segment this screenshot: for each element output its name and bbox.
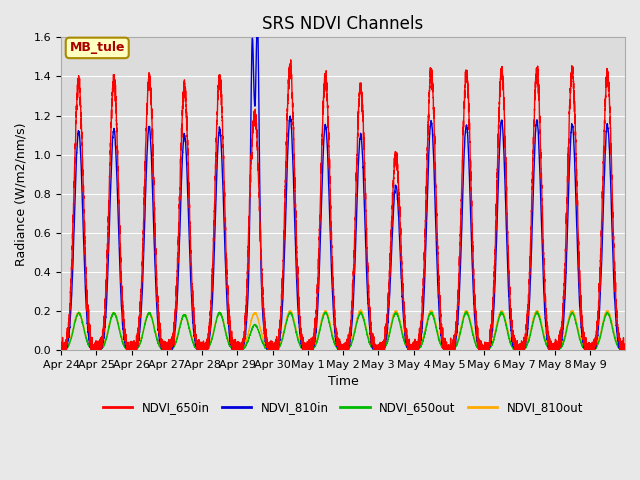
NDVI_650in xyxy=(287,57,294,63)
NDVI_650out xyxy=(86,344,93,349)
Text: MB_tule: MB_tule xyxy=(70,41,125,54)
NDVI_810in xyxy=(57,348,65,353)
Line: NDVI_650in: NDVI_650in xyxy=(61,60,625,350)
NDVI_810out xyxy=(86,342,93,348)
NDVI_650in xyxy=(57,348,65,353)
Line: NDVI_810out: NDVI_810out xyxy=(61,310,625,350)
Title: SRS NDVI Channels: SRS NDVI Channels xyxy=(262,15,424,33)
NDVI_650in xyxy=(415,336,423,342)
Line: NDVI_650out: NDVI_650out xyxy=(61,312,625,350)
NDVI_810in xyxy=(253,16,261,22)
NDVI_810out xyxy=(506,334,513,340)
NDVI_650out xyxy=(58,348,65,353)
NDVI_650out xyxy=(391,311,399,317)
NDVI_810in xyxy=(262,338,269,344)
NDVI_810out xyxy=(262,343,269,348)
NDVI_650out xyxy=(476,347,483,352)
NDVI_810in xyxy=(621,347,629,353)
NDVI_650out xyxy=(533,309,541,314)
NDVI_810out xyxy=(58,348,65,353)
NDVI_810in xyxy=(415,343,423,348)
NDVI_650in xyxy=(476,344,483,349)
NDVI_650in xyxy=(621,345,629,350)
NDVI_810out xyxy=(476,345,483,351)
NDVI_650out xyxy=(621,348,629,353)
NDVI_810in xyxy=(391,189,399,194)
Legend: NDVI_650in, NDVI_810in, NDVI_650out, NDVI_810out: NDVI_650in, NDVI_810in, NDVI_650out, NDV… xyxy=(98,397,588,419)
X-axis label: Time: Time xyxy=(328,375,358,388)
NDVI_650out xyxy=(415,345,423,350)
NDVI_650in xyxy=(506,278,513,284)
NDVI_810out xyxy=(357,307,365,312)
NDVI_650out xyxy=(57,347,65,353)
NDVI_810out xyxy=(57,347,65,353)
NDVI_650in xyxy=(391,160,399,166)
NDVI_810in xyxy=(86,339,93,345)
NDVI_650in xyxy=(86,328,93,334)
NDVI_810out xyxy=(415,344,423,350)
NDVI_810out xyxy=(391,309,399,315)
NDVI_810in xyxy=(506,304,513,310)
NDVI_810out xyxy=(621,347,629,352)
NDVI_650out xyxy=(506,336,513,342)
Y-axis label: Radiance (W/m2/nm/s): Radiance (W/m2/nm/s) xyxy=(15,122,28,265)
NDVI_650out xyxy=(262,345,269,351)
NDVI_810in xyxy=(476,347,483,352)
Line: NDVI_810in: NDVI_810in xyxy=(61,19,625,350)
NDVI_650in xyxy=(261,330,269,336)
